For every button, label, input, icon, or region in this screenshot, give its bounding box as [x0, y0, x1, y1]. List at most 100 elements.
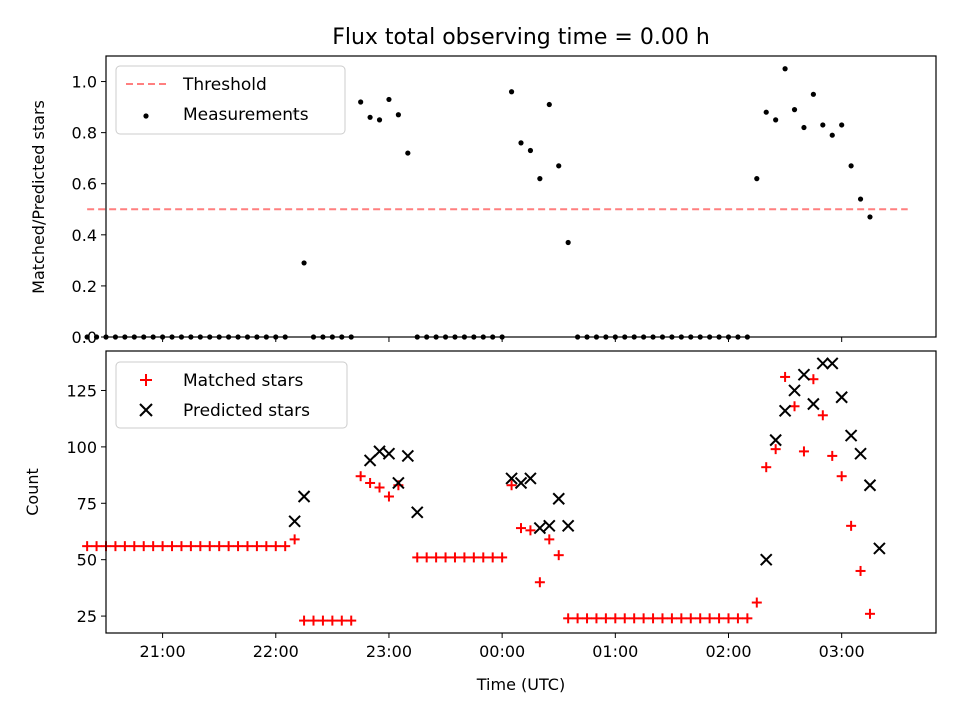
ratio-panel: 0.0 0.2 0.4 0.6 0.8 1.0 Matched/Predicted sta… [29, 55, 937, 347]
matched-star-point [91, 541, 102, 552]
matched-star-point [412, 552, 423, 563]
measurement-point [84, 334, 90, 340]
measurement-point [556, 163, 562, 169]
measurement-point [839, 122, 845, 128]
predicted-star-point [382, 447, 396, 460]
measurement-point [848, 163, 854, 169]
measurement-point [395, 112, 401, 118]
matched-star-point [440, 552, 451, 563]
y-tick-label: 50 [77, 551, 97, 570]
measurement-point [857, 196, 864, 202]
matched-star-point [214, 541, 225, 552]
matched-star-point [808, 374, 819, 385]
x-tick-label: 01:00 [592, 642, 638, 661]
y-tick-label: 100 [66, 438, 97, 457]
matched-star-point [157, 541, 168, 552]
matched-star-point [459, 552, 470, 563]
y-tick-label: 25 [77, 607, 97, 626]
matched-star-point [176, 541, 187, 552]
matched-star-point [704, 613, 715, 624]
matched-star-point [648, 613, 659, 624]
matched-star-point [591, 613, 602, 624]
predicted-legend-swatch [139, 403, 153, 417]
matched-star-point [798, 446, 809, 457]
predicted-star-point [873, 542, 886, 555]
y-tick-label: 0.4 [72, 226, 97, 245]
measurement-point [367, 114, 373, 120]
matched-star-point [836, 471, 847, 482]
matched-star-point [233, 541, 244, 552]
matched-star-point [666, 613, 677, 624]
predicted-star-point [505, 472, 518, 485]
matched-star-point [534, 577, 545, 588]
measurement-point [810, 91, 816, 97]
matched-star-point [148, 541, 159, 552]
threshold-legend-label: Threshold [182, 75, 267, 95]
matched-star-point [383, 491, 394, 502]
predicted-star-point [778, 404, 792, 417]
count-axes-frame [105, 350, 937, 634]
measurement-point [820, 122, 826, 128]
x-tick-label: 02:00 [705, 642, 751, 661]
matched-star-point [261, 541, 272, 552]
predicted-star-point [392, 476, 405, 490]
predicted-star-point [411, 506, 424, 519]
matched-legend-label: Matched stars [183, 371, 303, 391]
matched-star-point [308, 615, 319, 626]
measurements-legend-swatch [143, 113, 149, 119]
matched-star-point [82, 541, 93, 552]
matched-star-point [657, 613, 668, 624]
count-legend-box [115, 361, 348, 429]
matched-star-point [346, 615, 357, 626]
matched-star-point [789, 401, 800, 412]
matched-star-point [497, 552, 508, 563]
x-tick-label: 00:00 [479, 642, 525, 661]
predicted-star-point [514, 476, 528, 490]
count-y-ticks: 25 50 75 100 125 [66, 381, 106, 626]
matched-star-point [129, 541, 140, 552]
predicted-star-point [844, 429, 858, 442]
y-tick-label: 125 [66, 381, 97, 400]
predicted-star-point [826, 357, 839, 370]
matched-star-point [468, 552, 479, 563]
matched-star-point [516, 523, 526, 534]
y-tick-label: 1.0 [72, 73, 97, 92]
matched-star-point [289, 534, 300, 545]
predicted-star-point [524, 472, 537, 485]
measurement-point [791, 107, 798, 113]
matched-star-point [695, 613, 706, 624]
matched-star-point [723, 613, 734, 624]
matched-star-point [600, 613, 611, 624]
predicted-star-point [863, 479, 877, 492]
x-tick-label: 22:00 [253, 642, 299, 661]
matched-star-point [582, 613, 593, 624]
predicted-star-point [533, 521, 547, 535]
measurement-point [867, 214, 873, 220]
count-marks [82, 357, 886, 626]
matched-star-point [431, 552, 442, 563]
y-tick-label: 0.2 [72, 277, 97, 296]
matched-star-point [119, 541, 130, 552]
ratio-x-ticks [162, 337, 843, 342]
ratio-y-axis-label: Matched/Predicted stars [29, 100, 48, 294]
matched-star-point [167, 541, 178, 552]
matched-star-point [506, 480, 517, 491]
matched-star-point [864, 608, 875, 619]
chart-title: Flux total observing time = 0.00 h [332, 25, 710, 50]
predicted-star-point [835, 391, 848, 404]
matched-star-point [299, 615, 310, 626]
measurement-point [93, 334, 100, 340]
y-tick-label: 0.0 [72, 328, 97, 347]
matched-legend-swatch [140, 374, 152, 386]
matched-star-point [544, 534, 555, 545]
x-tick-label: 23:00 [366, 642, 412, 661]
matched-star-point [110, 541, 121, 552]
matched-star-point [629, 613, 640, 624]
ratio-legend: Threshold Measurements [115, 65, 346, 135]
measurement-point [376, 117, 383, 123]
predicted-star-point [401, 449, 415, 463]
matched-star-point [421, 552, 432, 563]
matched-star-point [610, 613, 621, 624]
predicted-star-point [760, 553, 773, 566]
matched-star-point [780, 371, 791, 382]
